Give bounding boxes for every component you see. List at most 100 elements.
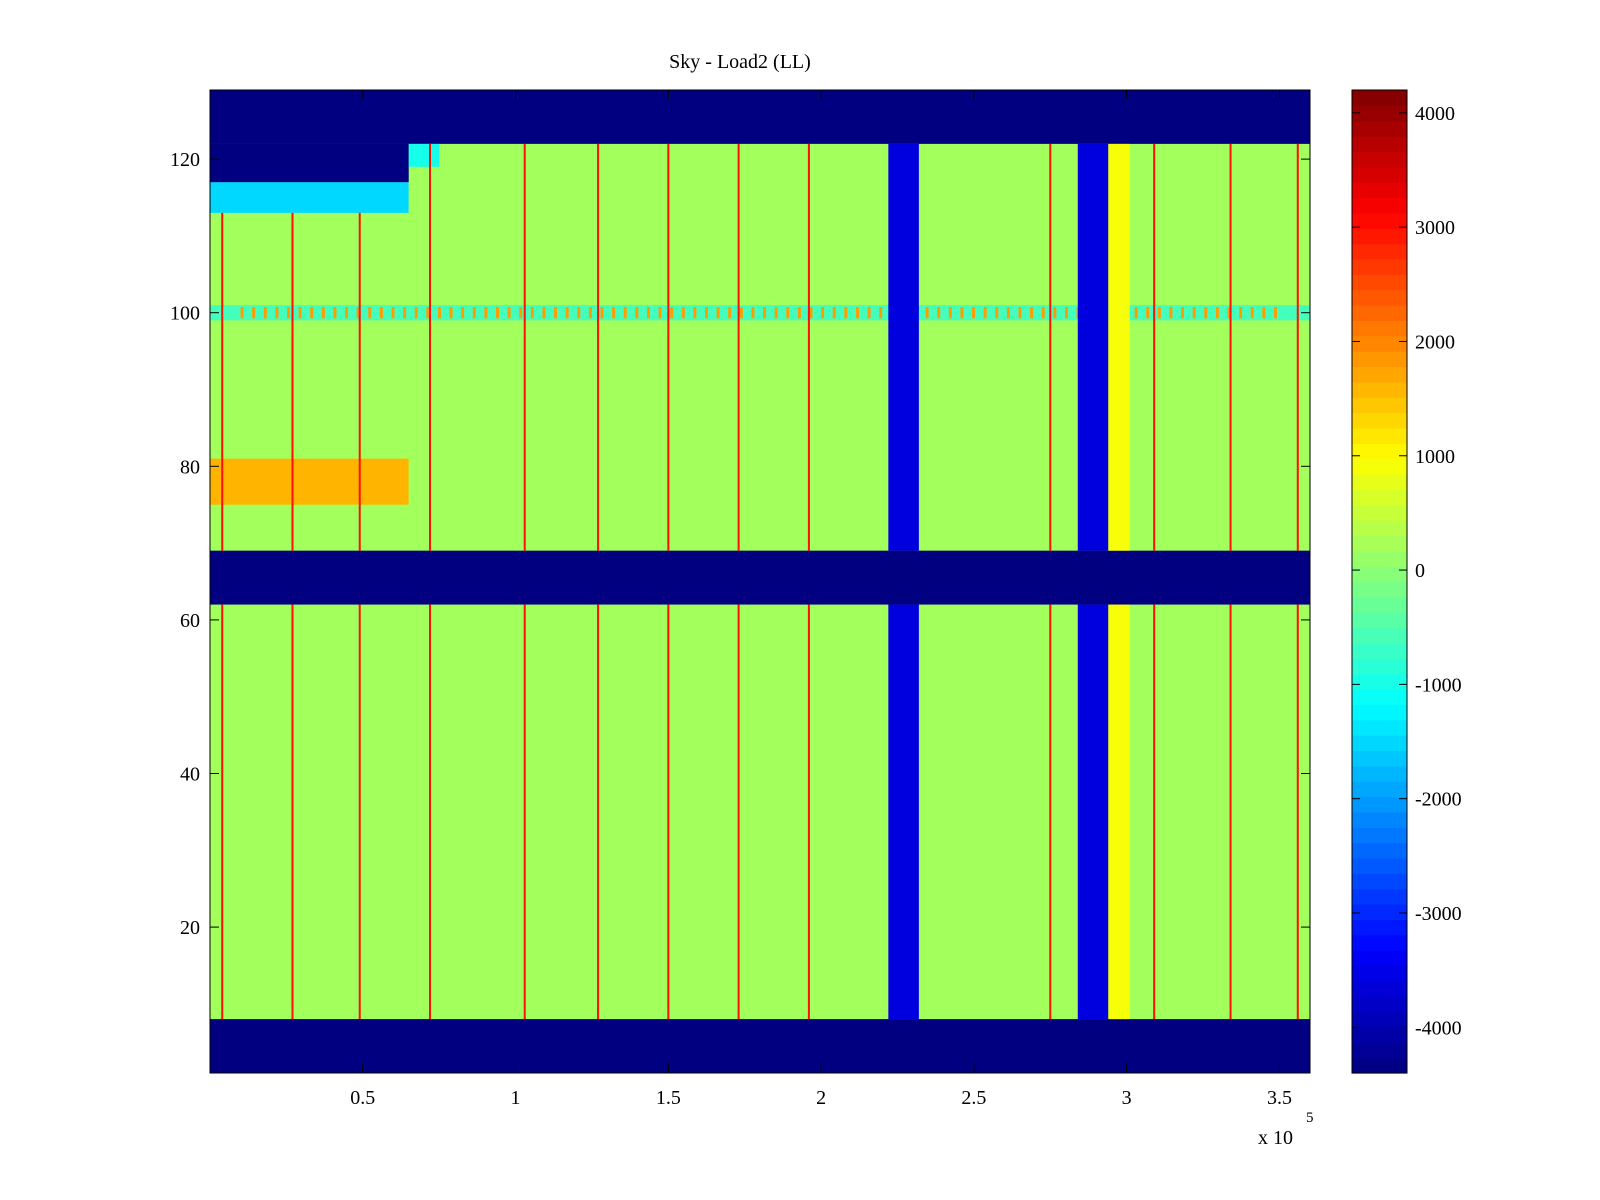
horizontal-feature-mark	[379, 307, 383, 319]
colorbar-step	[1352, 842, 1407, 859]
colorbar-step	[1352, 950, 1407, 967]
colorbar-step	[1352, 996, 1407, 1013]
horizontal-feature-mark	[832, 307, 836, 319]
horizontal-feature-mark	[1273, 307, 1277, 319]
horizontal-feature-mark	[937, 307, 941, 319]
horizontal-feature-mark	[774, 307, 778, 319]
colorbar-step	[1352, 888, 1407, 905]
colorbar-step	[1352, 735, 1407, 752]
colorbar-step	[1352, 489, 1407, 506]
horizontal-feature-mark	[1006, 307, 1010, 319]
horizontal-feature-mark	[449, 307, 453, 319]
colorbar-step	[1352, 258, 1407, 275]
vertical-spike	[291, 604, 294, 1020]
horizontal-feature-mark	[554, 307, 558, 319]
cold-column-2	[1077, 604, 1109, 1020]
colorbar-step	[1352, 535, 1407, 552]
vertical-spike	[1296, 604, 1299, 1020]
colorbar-step	[1352, 443, 1407, 460]
horizontal-feature-mark	[414, 307, 418, 319]
horizontal-feature-mark	[960, 307, 964, 319]
horizontal-feature-mark	[321, 307, 325, 319]
colorbar-step	[1352, 228, 1407, 245]
horizontal-feature-mark	[693, 307, 697, 319]
vertical-spike	[737, 143, 740, 551]
horizontal-feature-mark	[763, 307, 767, 319]
x-exponent-power: 5	[1306, 1110, 1314, 1126]
y-tick-label: 80	[180, 456, 200, 478]
colorbar-step	[1352, 719, 1407, 736]
colorbar-step	[1352, 289, 1407, 306]
chart-title: Sky - Load2 (LL)	[669, 51, 811, 73]
horizontal-feature-mark	[530, 307, 534, 319]
horizontal-feature-mark	[983, 307, 987, 319]
horizontal-feature-mark	[670, 307, 674, 319]
x-tick-label: 0.5	[350, 1087, 375, 1109]
colorbar-step	[1352, 965, 1407, 982]
colorbar-step	[1352, 857, 1407, 874]
vertical-spike	[429, 604, 431, 1020]
horizontal-feature-base	[210, 305, 1310, 321]
vertical-spike	[358, 212, 361, 551]
x-tick-label: 1	[511, 1087, 521, 1109]
vertical-spike	[429, 143, 431, 551]
horizontal-feature-mark	[1041, 307, 1045, 319]
horizontal-feature-mark	[844, 307, 848, 319]
y-axis: 20 40 60 80 100 120	[170, 149, 1310, 939]
horizontal-feature-mark	[252, 307, 256, 319]
vertical-spike	[358, 604, 361, 1020]
horizontal-feature-mark	[484, 307, 488, 319]
horizontal-feature-mark	[345, 307, 349, 319]
colorbar-step	[1352, 781, 1407, 798]
vertical-spike	[737, 604, 740, 1020]
vertical-spike	[291, 212, 294, 551]
horizontal-feature-mark	[1239, 307, 1243, 319]
colorbar-step	[1352, 458, 1407, 475]
colorbar-step	[1352, 627, 1407, 644]
colorbar-step	[1352, 796, 1407, 813]
colorbar-tick-label: -3000	[1415, 903, 1462, 925]
horizontal-feature-mark	[542, 307, 546, 319]
vertical-spike	[221, 212, 224, 551]
colorbar-step	[1352, 504, 1407, 521]
colorbar-step	[1352, 520, 1407, 537]
vertical-spike	[667, 143, 670, 551]
horizontal-feature-mark	[1064, 307, 1068, 319]
horizontal-feature-mark	[298, 307, 302, 319]
horizontal-feature-mark	[797, 307, 801, 319]
horizontal-feature-mark	[333, 307, 337, 319]
horizontal-feature-mark	[1134, 307, 1138, 319]
horizontal-feature-mark	[646, 307, 650, 319]
horizontal-feature-mark	[612, 307, 616, 319]
horizontal-feature-mark	[739, 307, 743, 319]
colorbar-step	[1352, 673, 1407, 690]
x-tick-label: 3.5	[1267, 1087, 1292, 1109]
cyan-strip-top	[408, 143, 440, 167]
vertical-spike	[807, 604, 810, 1020]
horizontal-feature-mark	[368, 307, 372, 319]
colorbar-step	[1352, 243, 1407, 260]
horizontal-feature-mark	[275, 307, 279, 319]
vertical-spike	[1049, 143, 1052, 551]
colorbar-step	[1352, 566, 1407, 583]
vertical-spike	[1153, 143, 1156, 551]
horizontal-feature-mark	[867, 307, 871, 319]
horizontal-feature-mark	[507, 307, 511, 319]
colorbar-step	[1352, 904, 1407, 921]
horizontal-feature-mark	[809, 307, 813, 319]
vertical-spike	[597, 143, 600, 551]
horizontal-feature-mark	[925, 307, 929, 319]
warm-patch-left	[210, 458, 409, 505]
colorbar-step	[1352, 658, 1407, 675]
colorbar-step	[1352, 612, 1407, 629]
vertical-spike	[1229, 143, 1232, 551]
horizontal-feature-mark	[1250, 307, 1254, 319]
colorbar-step	[1352, 704, 1407, 721]
colorbar-step	[1352, 274, 1407, 291]
plot-area	[209, 89, 1311, 1074]
colorbar-step	[1352, 642, 1407, 659]
masked-middle-band-overlay	[210, 550, 1310, 605]
colorbar: 4000 3000 2000 1000 0 -1000 -2000 -3000 -4000	[1351, 89, 1462, 1074]
colorbar-step	[1352, 412, 1407, 429]
